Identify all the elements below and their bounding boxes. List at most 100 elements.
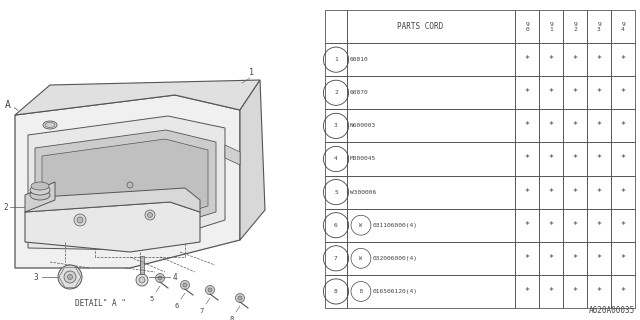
- Bar: [325, 275, 347, 308]
- Text: B: B: [360, 289, 362, 294]
- Text: *: *: [548, 188, 554, 196]
- Bar: [563, 109, 587, 142]
- Polygon shape: [28, 116, 225, 250]
- Polygon shape: [35, 130, 216, 238]
- Text: *: *: [596, 155, 602, 164]
- Bar: [347, 209, 515, 242]
- Text: *: *: [596, 88, 602, 97]
- Bar: [611, 109, 635, 142]
- Circle shape: [180, 281, 189, 290]
- Circle shape: [205, 285, 214, 294]
- Polygon shape: [15, 95, 240, 268]
- Text: 9
2: 9 2: [573, 21, 577, 32]
- Text: *: *: [573, 88, 577, 97]
- Text: 4: 4: [173, 273, 178, 282]
- Text: 031106000(4): 031106000(4): [373, 223, 418, 228]
- Text: *: *: [548, 55, 554, 64]
- Bar: [325, 76, 347, 109]
- Text: 6: 6: [175, 303, 179, 309]
- Text: *: *: [525, 287, 529, 296]
- Bar: [347, 10, 515, 43]
- Text: 5: 5: [150, 296, 154, 302]
- Bar: [563, 209, 587, 242]
- Text: *: *: [525, 221, 529, 230]
- Text: *: *: [548, 221, 554, 230]
- Bar: [515, 10, 539, 43]
- Bar: [325, 10, 347, 43]
- Bar: [539, 142, 563, 176]
- Text: 2: 2: [4, 203, 8, 212]
- Text: 60870: 60870: [350, 90, 369, 95]
- Text: *: *: [621, 88, 625, 97]
- Text: 1: 1: [334, 57, 338, 62]
- Bar: [587, 109, 611, 142]
- Text: *: *: [525, 155, 529, 164]
- Text: 6: 6: [334, 223, 338, 228]
- Bar: [563, 242, 587, 275]
- Bar: [325, 142, 347, 176]
- Bar: [539, 76, 563, 109]
- Bar: [611, 275, 635, 308]
- Ellipse shape: [140, 226, 156, 234]
- Ellipse shape: [45, 123, 55, 127]
- Bar: [563, 43, 587, 76]
- Bar: [539, 109, 563, 142]
- Text: *: *: [621, 287, 625, 296]
- Bar: [347, 76, 515, 109]
- Text: 3: 3: [33, 273, 38, 282]
- Bar: [539, 209, 563, 242]
- Bar: [515, 76, 539, 109]
- Ellipse shape: [30, 185, 50, 195]
- Text: *: *: [596, 221, 602, 230]
- Circle shape: [136, 274, 148, 286]
- Bar: [515, 242, 539, 275]
- Bar: [611, 209, 635, 242]
- Circle shape: [145, 210, 155, 220]
- Bar: [587, 10, 611, 43]
- Text: 8: 8: [230, 316, 234, 320]
- Text: 1: 1: [250, 68, 255, 77]
- Bar: [539, 176, 563, 209]
- Bar: [515, 176, 539, 209]
- Text: *: *: [548, 155, 554, 164]
- Text: *: *: [573, 221, 577, 230]
- Circle shape: [183, 283, 187, 287]
- Circle shape: [58, 265, 82, 289]
- Text: 3: 3: [334, 124, 338, 128]
- Bar: [325, 176, 347, 209]
- Bar: [587, 275, 611, 308]
- Text: *: *: [573, 155, 577, 164]
- Text: 016506120(4): 016506120(4): [373, 289, 418, 294]
- Circle shape: [67, 275, 72, 279]
- Bar: [611, 43, 635, 76]
- Text: *: *: [621, 254, 625, 263]
- Text: DETAIL" A ": DETAIL" A ": [75, 299, 125, 308]
- Bar: [347, 176, 515, 209]
- Bar: [539, 275, 563, 308]
- Bar: [515, 275, 539, 308]
- Bar: [563, 76, 587, 109]
- Text: 032006000(4): 032006000(4): [373, 256, 418, 261]
- Text: 5: 5: [334, 190, 338, 195]
- Text: *: *: [525, 88, 529, 97]
- Text: *: *: [621, 221, 625, 230]
- Text: *: *: [548, 88, 554, 97]
- Text: *: *: [596, 287, 602, 296]
- Bar: [347, 242, 515, 275]
- Text: W: W: [360, 223, 362, 228]
- Polygon shape: [225, 145, 240, 165]
- Polygon shape: [15, 80, 260, 115]
- Circle shape: [238, 296, 242, 300]
- Bar: [611, 10, 635, 43]
- Bar: [515, 209, 539, 242]
- Text: *: *: [548, 287, 554, 296]
- Text: 8: 8: [334, 289, 338, 294]
- Circle shape: [158, 276, 162, 280]
- Circle shape: [139, 277, 145, 283]
- Bar: [347, 109, 515, 142]
- Bar: [539, 43, 563, 76]
- Text: 9
1: 9 1: [549, 21, 553, 32]
- Text: 9
3: 9 3: [597, 21, 601, 32]
- Text: *: *: [525, 188, 529, 196]
- Bar: [539, 242, 563, 275]
